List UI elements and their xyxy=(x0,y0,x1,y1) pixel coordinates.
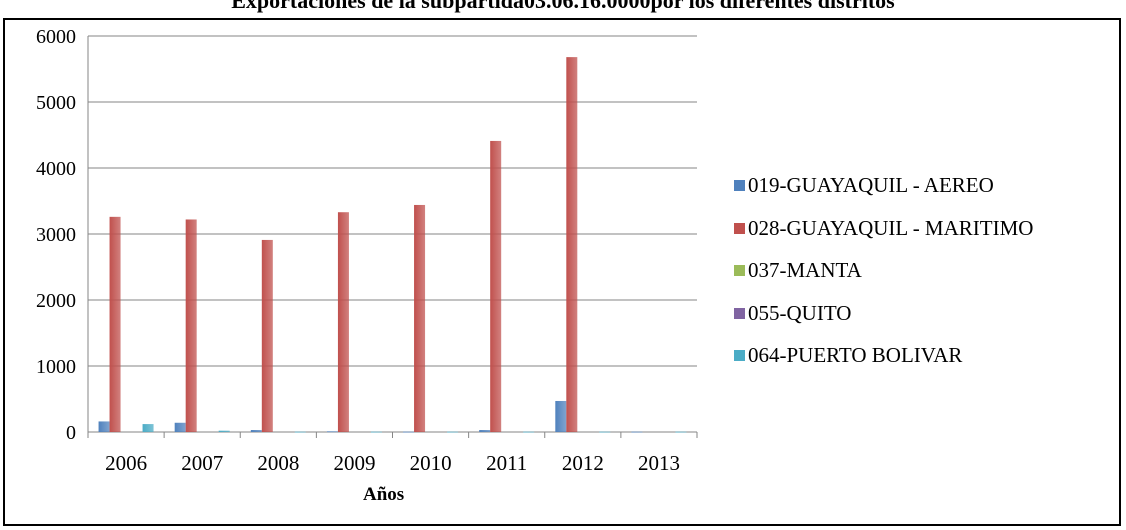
bar xyxy=(479,430,491,432)
legend-swatch-aereo xyxy=(734,180,745,191)
legend-label-puerto-bolivar: 064-PUERTO BOLIVAR xyxy=(748,343,963,367)
legend-item-aereo: 019-GUAYAQUIL - AEREO xyxy=(734,173,1033,197)
bar xyxy=(98,421,110,432)
bar xyxy=(326,431,338,433)
bar xyxy=(675,431,687,433)
legend-item-quito: 055-QUITO xyxy=(734,300,1033,325)
chart-title: Exportaciones de la subpartida03.06.16.0… xyxy=(231,0,895,13)
y-tick-label: 4000 xyxy=(36,158,76,180)
bar xyxy=(185,219,197,432)
legend-swatch-manta xyxy=(734,265,745,276)
bar xyxy=(490,140,502,432)
x-tick-label: 2006 xyxy=(105,451,147,475)
x-tick-label: 2008 xyxy=(257,451,299,475)
chart-legend: 019-GUAYAQUIL - AEREO 028-GUAYAQUIL - MA… xyxy=(734,173,1034,388)
y-tick-label: 6000 xyxy=(36,26,76,48)
bar xyxy=(555,400,567,432)
legend-swatch-maritimo xyxy=(734,222,745,234)
legend-label-quito: 055-QUITO xyxy=(748,300,852,325)
legend-label-manta: 037-MANTA xyxy=(748,258,862,282)
legend-item-manta: 037-MANTA xyxy=(734,258,1033,282)
y-tick-label: 2000 xyxy=(36,290,76,312)
y-tick-label: 0 xyxy=(66,422,76,444)
x-tick-label: 2007 xyxy=(181,451,223,475)
y-tick-label: 1000 xyxy=(36,356,76,378)
x-tick-label: 2010 xyxy=(410,451,452,475)
bar xyxy=(566,57,578,433)
bar xyxy=(523,431,535,433)
x-tick-label: 2012 xyxy=(562,451,604,475)
bar xyxy=(370,431,382,433)
bar xyxy=(599,431,611,433)
legend-item-puerto-bolivar: 064-PUERTO BOLIVAR xyxy=(734,343,1033,367)
bar xyxy=(294,431,306,433)
legend-swatch-puerto-bolivar xyxy=(734,350,745,361)
bar xyxy=(261,239,273,432)
bar xyxy=(631,431,643,433)
bar xyxy=(109,216,121,432)
legend-item-maritimo: 028-GUAYAQUIL - MARITIMO xyxy=(734,215,1034,240)
bar xyxy=(414,204,426,432)
bar xyxy=(142,424,154,432)
legend-swatch-quito xyxy=(734,307,745,319)
bar xyxy=(403,431,415,433)
chart-title-wrap: Exportaciones de la subpartida03.06.16.0… xyxy=(0,0,1126,18)
bar xyxy=(174,422,186,432)
bar xyxy=(447,431,459,433)
y-tick-label: 5000 xyxy=(36,92,76,114)
bar xyxy=(337,212,349,432)
x-axis-title: Años xyxy=(363,484,405,505)
x-tick-label: 2011 xyxy=(486,451,527,475)
bar xyxy=(218,430,230,432)
x-tick-label: 2013 xyxy=(638,451,680,475)
x-tick-label: 2009 xyxy=(333,451,375,475)
y-tick-label: 3000 xyxy=(36,224,76,246)
legend-label-maritimo: 028-GUAYAQUIL - MARITIMO xyxy=(748,215,1034,240)
legend-label-aereo: 019-GUAYAQUIL - AEREO xyxy=(748,173,994,197)
bar xyxy=(250,430,262,432)
